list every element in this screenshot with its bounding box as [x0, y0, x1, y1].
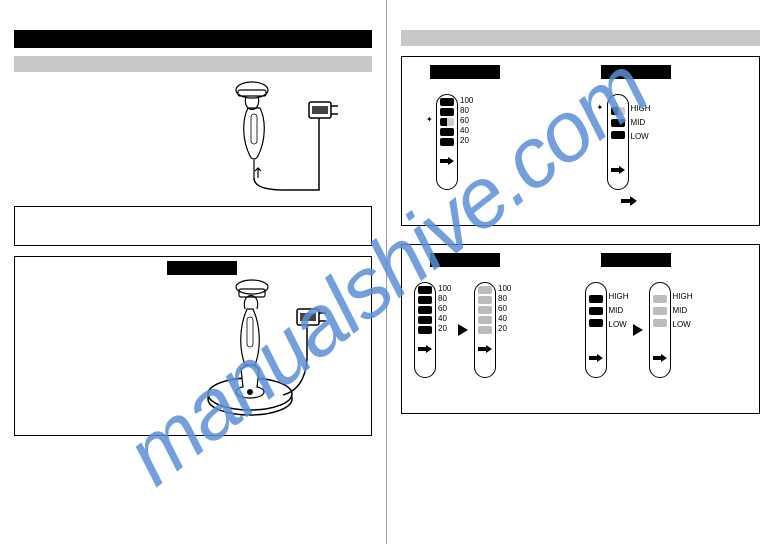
right-column: 100 80 60 40 20 ✦ — [387, 0, 774, 544]
labels-3seg-after: HIGH MID LOW — [673, 292, 693, 330]
lbl: 20 — [498, 324, 511, 334]
labels-5seg-before: 100 80 60 40 20 — [438, 284, 451, 334]
shaver-stand-illustration — [195, 269, 355, 429]
lbl: 40 — [498, 314, 511, 324]
lbl: LOW — [609, 320, 629, 330]
left-heading-bar — [14, 30, 372, 48]
lbl-high: HIGH — [631, 104, 651, 114]
lbl-60: 60 — [460, 116, 473, 126]
indicator-5seg-before — [414, 282, 436, 378]
panel-complete-5seg: 100 80 60 40 20 — [410, 253, 581, 405]
charging-5seg-model-bar — [430, 65, 500, 79]
lbl: 40 — [438, 314, 451, 324]
spark-lines-5seg: ✦ — [426, 116, 433, 124]
lbl: 20 — [438, 324, 451, 334]
labels-5seg: 100 80 60 40 20 — [460, 96, 473, 146]
lbl: 60 — [438, 304, 451, 314]
lbl-20: 20 — [460, 136, 473, 146]
right-subheading-bar — [401, 30, 760, 46]
panel-indicator-charging: 100 80 60 40 20 ✦ — [401, 56, 760, 226]
lbl: 80 — [438, 294, 451, 304]
lbl: 100 — [498, 284, 511, 294]
indicator-5seg-charging — [436, 94, 458, 190]
shaver-direct-illustration — [224, 78, 354, 198]
plug-icon-standalone — [621, 193, 637, 211]
left-column — [0, 0, 387, 544]
shaver-stand-svg — [195, 269, 355, 429]
lbl: 60 — [498, 304, 511, 314]
sec-charging-direct — [14, 82, 372, 202]
indicator-3seg-before — [585, 282, 607, 378]
lbl: HIGH — [673, 292, 693, 302]
complete-5seg-model-bar — [430, 253, 500, 267]
note-box-1 — [14, 206, 372, 246]
lbl: MID — [609, 306, 629, 316]
left-subheading-bar — [14, 56, 372, 72]
arrow-icon — [458, 324, 468, 336]
lbl-80: 80 — [460, 106, 473, 116]
labels-5seg-after: 100 80 60 40 20 — [498, 284, 511, 334]
indicator-3seg-charging — [607, 94, 629, 190]
labels-3seg: HIGH MID LOW — [631, 104, 651, 142]
indicator-3seg-after — [649, 282, 671, 378]
lbl: LOW — [673, 320, 693, 330]
spark-lines-3seg: ✦ — [597, 104, 604, 112]
sec-charging-stand — [14, 256, 372, 436]
lbl: 100 — [438, 284, 451, 294]
charging-3seg-model-bar — [601, 65, 671, 79]
lbl-mid: MID — [631, 118, 651, 128]
lbl-40: 40 — [460, 126, 473, 136]
lbl: MID — [673, 306, 693, 316]
panel-charging-3seg: HIGH MID LOW ✦ — [581, 65, 752, 217]
indicator-5seg-after — [474, 282, 496, 378]
panel-charging-5seg: 100 80 60 40 20 ✦ — [410, 65, 581, 217]
complete-3seg-model-bar — [601, 253, 671, 267]
shaver-direct-svg — [224, 78, 354, 198]
lbl-low: LOW — [631, 132, 651, 142]
page-root: 100 80 60 40 20 ✦ — [0, 0, 774, 544]
labels-3seg-before: HIGH MID LOW — [609, 292, 629, 330]
lbl-100: 100 — [460, 96, 473, 106]
lbl: 80 — [498, 294, 511, 304]
panel-complete-3seg: HIGH MID LOW — [581, 253, 752, 405]
panel-indicator-complete: 100 80 60 40 20 — [401, 244, 760, 414]
lbl: HIGH — [609, 292, 629, 302]
arrow-icon — [633, 324, 643, 336]
